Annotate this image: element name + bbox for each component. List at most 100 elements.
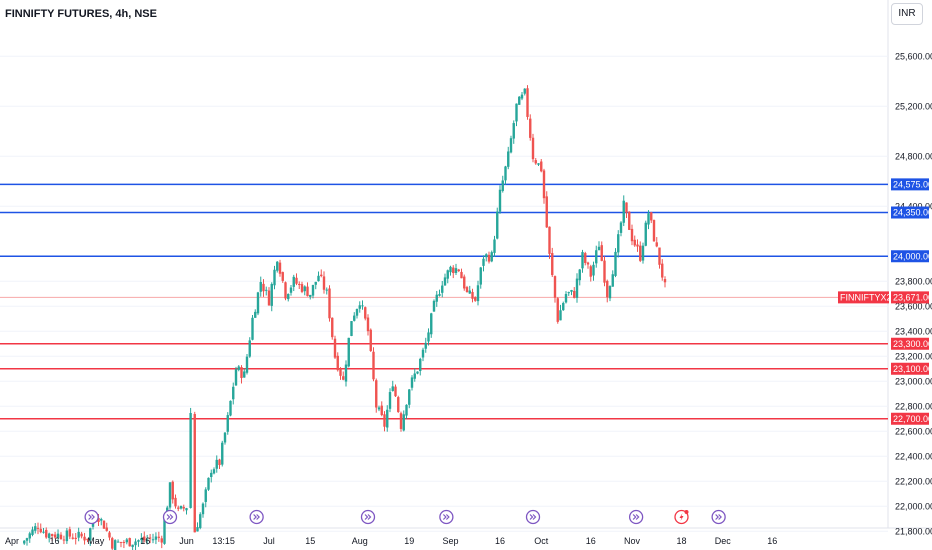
- candle-body: [636, 244, 639, 247]
- candle: [358, 301, 361, 313]
- candle-body: [201, 503, 205, 515]
- candle-body: [47, 533, 51, 539]
- candle: [490, 250, 493, 263]
- y-tick-label: 24,400.00: [895, 201, 932, 211]
- candle: [278, 259, 282, 277]
- candle: [663, 276, 667, 288]
- candle: [347, 337, 350, 368]
- candle-body: [430, 313, 433, 335]
- candle: [413, 368, 416, 382]
- candle-body: [663, 279, 667, 283]
- candle-body: [386, 409, 389, 428]
- currency-button[interactable]: INR: [891, 3, 923, 25]
- horizontal-levels: [0, 183, 888, 420]
- candle-body: [641, 245, 645, 261]
- candle-body: [496, 211, 499, 239]
- candle-body: [421, 349, 425, 358]
- candle-body: [229, 400, 232, 416]
- candle: [408, 388, 411, 409]
- candle: [361, 300, 364, 310]
- candle: [655, 237, 658, 248]
- candle: [177, 505, 180, 512]
- candle: [468, 285, 471, 294]
- candle-body: [157, 536, 161, 538]
- x-tick-label: 13:15: [212, 536, 235, 546]
- level-price-label: 23,300.00: [893, 339, 932, 349]
- candle-body: [25, 538, 29, 541]
- chevrons-icon: [529, 514, 537, 520]
- level-price-label: 24,350.00: [893, 208, 932, 218]
- candle: [212, 467, 216, 475]
- candle: [287, 293, 290, 302]
- candle-body: [322, 276, 326, 290]
- candle: [386, 405, 389, 432]
- candle: [292, 274, 295, 292]
- candle: [416, 371, 419, 375]
- candle: [339, 367, 342, 380]
- candle-body: [65, 530, 69, 542]
- candle: [556, 297, 559, 324]
- candle-body: [600, 245, 603, 261]
- candle-body: [50, 534, 54, 536]
- y-tick-label: 25,200.00: [895, 101, 932, 111]
- candle: [62, 535, 66, 545]
- candle: [619, 221, 623, 237]
- candle-body: [606, 280, 609, 298]
- dividend-event-icon[interactable]: [525, 509, 541, 525]
- candle: [402, 410, 405, 432]
- candle: [45, 527, 48, 539]
- candle: [256, 291, 260, 316]
- dividend-event-icon[interactable]: [711, 509, 726, 525]
- candle-body: [534, 160, 537, 164]
- candle: [131, 544, 134, 550]
- dividend-event-icon[interactable]: [360, 509, 376, 525]
- candle: [460, 268, 463, 279]
- candle: [25, 537, 29, 546]
- x-tick-label: 15: [305, 536, 315, 546]
- candle: [520, 91, 524, 101]
- candle: [515, 103, 518, 127]
- candle: [531, 133, 535, 163]
- candle-body: [116, 541, 120, 543]
- level-price-label: 24,000.00: [893, 251, 932, 261]
- candle-body: [160, 538, 163, 543]
- candle-body: [137, 540, 140, 542]
- candle: [100, 517, 103, 526]
- candle: [443, 273, 447, 286]
- candle: [185, 507, 188, 515]
- time-axis: Apr 16 May 16 Jun 13:15 Jul 15 Aug 19 Sep 16 Oct 16 No…: [5, 536, 777, 546]
- candle: [196, 522, 199, 532]
- candle: [608, 285, 612, 302]
- candle: [207, 477, 210, 491]
- earnings-event-icon[interactable]: [674, 509, 689, 525]
- candle: [545, 191, 548, 228]
- dividend-event-icon[interactable]: [249, 509, 264, 525]
- candle: [204, 487, 207, 508]
- candle-body: [143, 536, 146, 541]
- candle: [289, 284, 293, 296]
- support-price-tag: [891, 412, 929, 425]
- dividend-event-icon[interactable]: [162, 509, 178, 525]
- candle-body: [179, 505, 183, 509]
- candle: [237, 365, 240, 372]
- candle: [454, 263, 458, 275]
- dividend-event-icon[interactable]: [628, 509, 644, 525]
- dividend-event-icon[interactable]: [439, 509, 454, 525]
- candle: [410, 375, 414, 391]
- candle: [140, 533, 143, 544]
- candle: [342, 371, 345, 381]
- candle-body: [189, 412, 192, 508]
- candle: [68, 526, 72, 540]
- candle-body: [262, 283, 265, 292]
- candle-body: [369, 329, 372, 351]
- candle: [89, 527, 92, 546]
- candle: [526, 85, 529, 120]
- dividend-event-icon[interactable]: [84, 509, 99, 525]
- candle: [551, 247, 554, 278]
- candle: [306, 282, 309, 297]
- candle: [559, 304, 562, 321]
- candle-body: [108, 532, 111, 538]
- candle: [119, 541, 123, 548]
- candle-body: [311, 284, 315, 296]
